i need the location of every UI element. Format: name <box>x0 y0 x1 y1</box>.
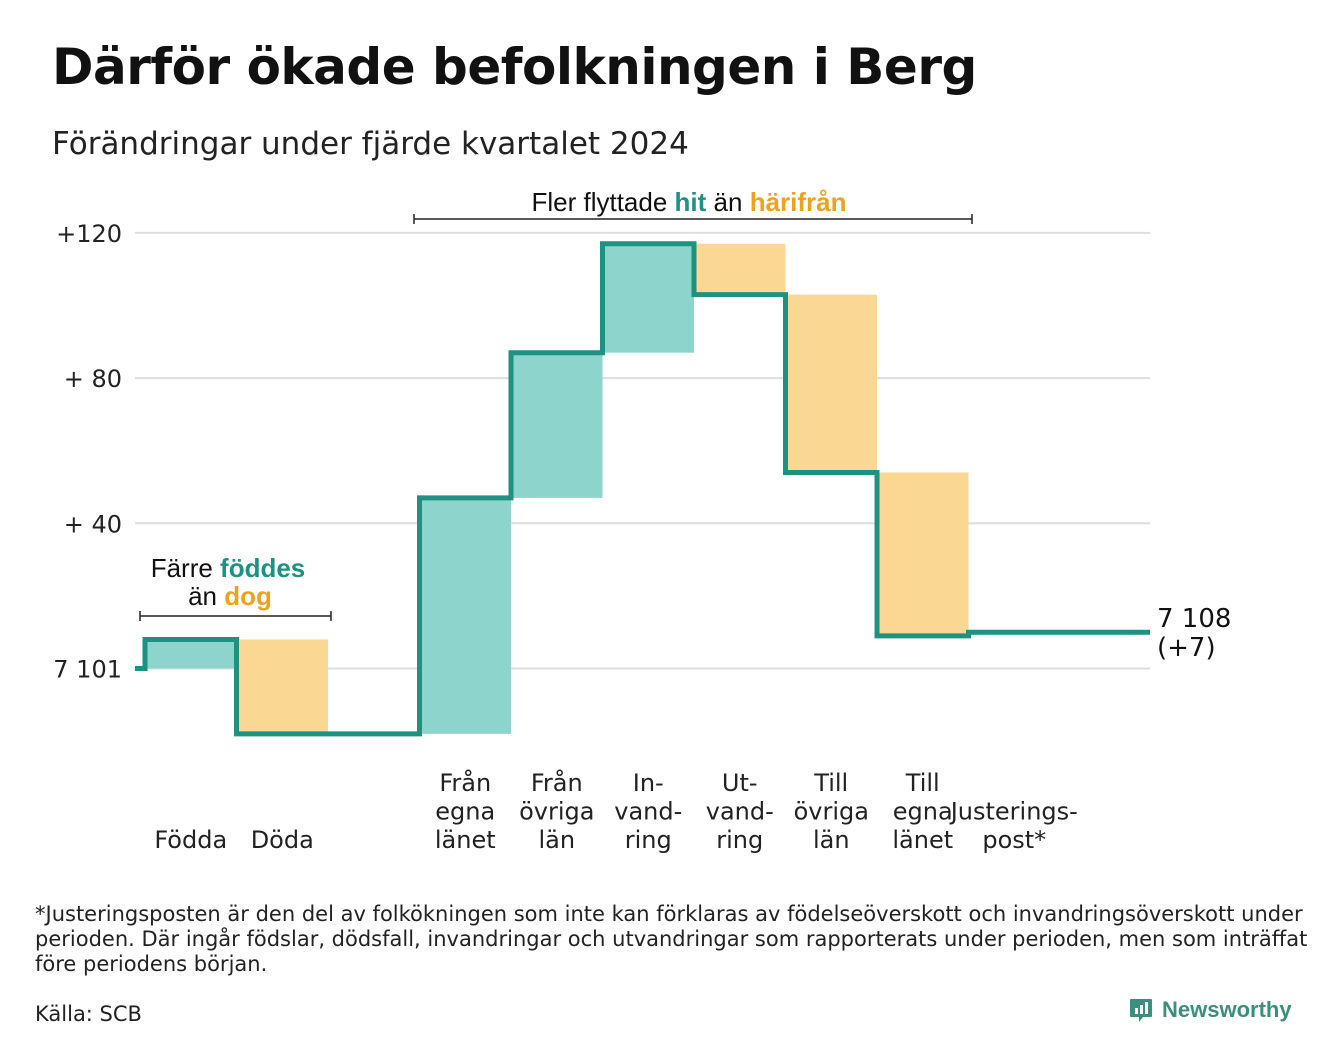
waterfall-step-line <box>135 241 1150 737</box>
y-tick-label: + 40 <box>64 510 122 538</box>
waterfall-bar <box>785 294 877 473</box>
page-subtitle: Förändringar under fjärde kvartalet 2024 <box>52 126 689 162</box>
x-category-label: In-vand-ring <box>614 769 682 854</box>
y-tick-label: + 80 <box>64 365 122 393</box>
footnote: *Justeringsposten är den del av folkökni… <box>35 902 1308 976</box>
x-category-label: Justerings-post* <box>949 798 1078 855</box>
waterfall-bar <box>694 243 786 295</box>
y-tick-label: +120 <box>56 220 122 248</box>
source-label: Källa: SCB <box>35 1002 142 1026</box>
waterfall-bar <box>419 497 511 734</box>
x-category-label: Döda <box>251 826 314 854</box>
newsworthy-logo-icon <box>1130 999 1152 1022</box>
births-annotation-line2: än dog <box>188 581 272 611</box>
x-category-label: Från övriga län <box>519 768 594 854</box>
brand: Newsworthy <box>1128 997 1292 1023</box>
x-category-label: Till övriga län <box>794 769 869 854</box>
x-category-label: Till egna länet <box>892 769 953 854</box>
waterfall-bar <box>877 472 969 636</box>
x-category-label: Från egna länet <box>435 768 496 854</box>
page-title: Därför ökade befolkningen i Berg <box>52 38 977 96</box>
waterfall-bar <box>236 639 328 734</box>
x-category-label: Ut-vand-ring <box>706 769 774 854</box>
births-annotation-line1: Färre föddes <box>151 553 306 583</box>
waterfall-bar <box>602 243 694 353</box>
waterfall-chart: +120 + 80 + 40 7 101 Födda Döda Från egna länet F… <box>53 187 1231 855</box>
x-category-label: Födda <box>154 826 227 854</box>
moves-annotation: Fler flyttade hit än härifrån <box>531 187 846 217</box>
brand-name: Newsworthy <box>1162 997 1292 1022</box>
end-value-label: 7 108 <box>1157 604 1231 634</box>
end-change-label: (+7) <box>1157 633 1216 663</box>
waterfall-bar <box>511 352 603 498</box>
waterfall-bar <box>145 639 237 669</box>
y-tick-label: 7 101 <box>53 656 122 684</box>
